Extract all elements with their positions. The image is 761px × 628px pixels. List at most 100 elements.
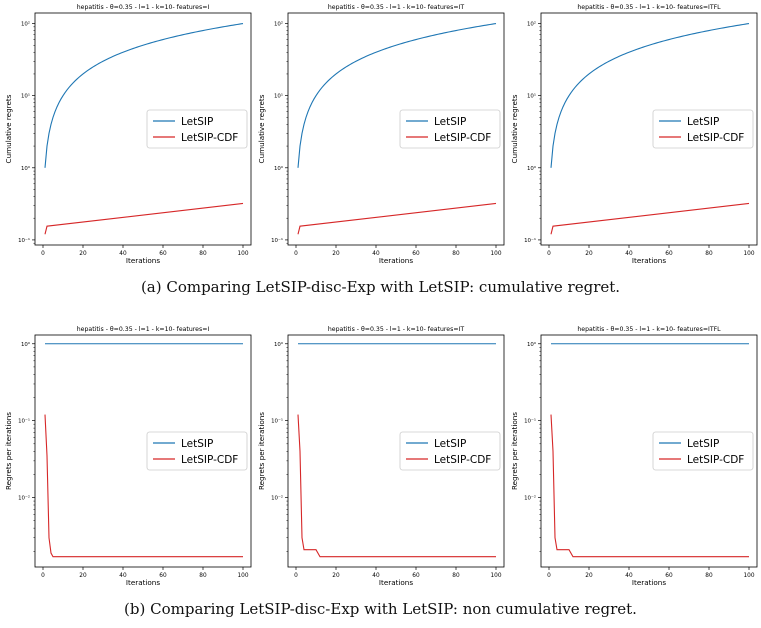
chart-title: hepatitis - θ=0.35 - l=1 - k=10- feature… (77, 4, 210, 11)
chart-per-iteration-features-itfl: hepatitis - θ=0.35 - l=1 - k=10- feature… (510, 326, 758, 587)
y-tick-label: 10⁻² (18, 495, 30, 502)
series-line-letsip-cdf (550, 202, 750, 235)
y-tick-label: 10⁻² (524, 495, 536, 502)
series-line-letsip-cdf (44, 202, 244, 235)
y-tick-label: 10⁻¹ (271, 418, 283, 425)
chart-title: hepatitis - θ=0.35 - l=1 - k=10- feature… (577, 4, 721, 11)
x-tick-label: 40 (625, 573, 633, 579)
chart-per-iteration-features-it: hepatitis - θ=0.35 - l=1 - k=10- feature… (257, 326, 505, 587)
y-axis-label: Regrets per iterations (257, 412, 266, 490)
x-tick-label: 0 (547, 573, 551, 579)
x-tick-label: 80 (199, 573, 207, 579)
x-tick-label: 40 (119, 251, 127, 257)
x-tick-label: 80 (452, 573, 460, 579)
y-tick-label: 10⁻¹ (524, 418, 536, 425)
y-tick-label: 10¹ (274, 93, 283, 100)
series-line-letsip (44, 22, 244, 168)
x-tick-label: 100 (743, 251, 754, 257)
x-tick-label: 40 (119, 573, 127, 579)
legend-label-letsip-cdf: LetSIP-CDF (687, 132, 744, 144)
series-line-letsip-cdf (297, 202, 497, 235)
y-tick-label: 10¹ (527, 93, 536, 100)
y-tick-label: 10⁰ (527, 165, 536, 172)
legend-box (652, 431, 754, 471)
legend-box (146, 431, 248, 471)
y-tick-label: 10⁰ (527, 341, 536, 348)
x-tick-label: 0 (547, 251, 551, 257)
x-tick-label: 100 (490, 573, 501, 579)
x-tick-label: 40 (372, 573, 380, 579)
x-axis-label: Iterations (126, 578, 160, 587)
legend-box (652, 109, 754, 149)
x-tick-label: 100 (237, 573, 248, 579)
y-axis-label: Cumulative regrets (510, 94, 519, 163)
y-tick-label: 10⁻¹ (18, 237, 30, 244)
x-tick-label: 0 (294, 573, 298, 579)
y-axis-label: Regrets per iterations (4, 412, 13, 490)
plot-frame (34, 12, 252, 246)
legend-label-letsip: LetSIP (687, 438, 719, 450)
x-tick-label: 20 (79, 251, 87, 257)
x-tick-label: 40 (372, 251, 380, 257)
legend-label-letsip: LetSIP (687, 116, 719, 128)
y-tick-label: 10⁻¹ (18, 418, 30, 425)
y-tick-label: 10⁰ (21, 341, 30, 348)
legend-label-letsip-cdf: LetSIP-CDF (181, 132, 238, 144)
caption-non-cumulative-regret: (b) Comparing LetSIP-disc-Exp with LetSI… (124, 600, 637, 618)
x-tick-label: 60 (159, 573, 167, 579)
x-tick-label: 20 (585, 573, 593, 579)
series-line-letsip-cdf (297, 414, 496, 558)
chart-cumulative-features-i: hepatitis - θ=0.35 - l=1 - k=10- feature… (4, 4, 252, 265)
y-tick-label: 10⁰ (21, 165, 30, 172)
x-axis-label: Iterations (632, 578, 666, 587)
legend-label-letsip: LetSIP (434, 116, 466, 128)
legend-label-letsip-cdf: LetSIP-CDF (434, 132, 491, 144)
legend-box (399, 431, 501, 471)
y-tick-label: 10⁻¹ (524, 237, 536, 244)
x-tick-label: 60 (412, 251, 420, 257)
y-tick-label: 10² (527, 21, 536, 28)
plot-frame (540, 334, 758, 568)
x-tick-label: 60 (159, 251, 167, 257)
chart-title: hepatitis - θ=0.35 - l=1 - k=10- feature… (577, 326, 721, 333)
legend-label-letsip: LetSIP (181, 116, 213, 128)
legend-label-letsip-cdf: LetSIP-CDF (434, 454, 491, 466)
y-tick-label: 10² (274, 21, 283, 28)
x-axis-label: Iterations (126, 256, 160, 265)
caption-cumulative-regret: (a) Comparing LetSIP-disc-Exp with LetSI… (140, 278, 621, 296)
y-tick-label: 10⁻² (271, 495, 283, 502)
x-tick-label: 0 (41, 251, 45, 257)
x-tick-label: 80 (705, 251, 713, 257)
legend-label-letsip-cdf: LetSIP-CDF (181, 454, 238, 466)
chart-title: hepatitis - θ=0.35 - l=1 - k=10- feature… (77, 326, 210, 333)
y-tick-label: 10¹ (21, 93, 30, 100)
series-line-letsip-cdf (44, 414, 243, 558)
plot-frame (287, 12, 505, 246)
legend-label-letsip: LetSIP (181, 438, 213, 450)
x-tick-label: 20 (79, 573, 87, 579)
x-tick-label: 100 (237, 251, 248, 257)
plot-frame (540, 12, 758, 246)
chart-per-iteration-features-i: hepatitis - θ=0.35 - l=1 - k=10- feature… (4, 326, 252, 587)
plot-frame (287, 334, 505, 568)
legend-label-letsip-cdf: LetSIP-CDF (687, 454, 744, 466)
x-tick-label: 60 (412, 573, 420, 579)
x-tick-label: 20 (332, 573, 340, 579)
chart-cumulative-features-it: hepatitis - θ=0.35 - l=1 - k=10- feature… (257, 4, 505, 265)
y-axis-label: Regrets per iterations (510, 412, 519, 490)
x-tick-label: 100 (743, 573, 754, 579)
x-tick-label: 60 (665, 573, 673, 579)
legend-label-letsip: LetSIP (434, 438, 466, 450)
y-tick-label: 10⁻¹ (271, 237, 283, 244)
chart-cumulative-features-itfl: hepatitis - θ=0.35 - l=1 - k=10- feature… (510, 4, 758, 265)
x-tick-label: 80 (199, 251, 207, 257)
y-tick-label: 10⁰ (274, 341, 283, 348)
x-tick-label: 80 (705, 573, 713, 579)
plot-frame (34, 334, 252, 568)
y-axis-label: Cumulative regrets (257, 94, 266, 163)
x-tick-label: 100 (490, 251, 501, 257)
chart-title: hepatitis - θ=0.35 - l=1 - k=10- feature… (328, 326, 464, 333)
series-line-letsip (297, 22, 497, 168)
x-tick-label: 20 (332, 251, 340, 257)
x-tick-label: 0 (41, 573, 45, 579)
